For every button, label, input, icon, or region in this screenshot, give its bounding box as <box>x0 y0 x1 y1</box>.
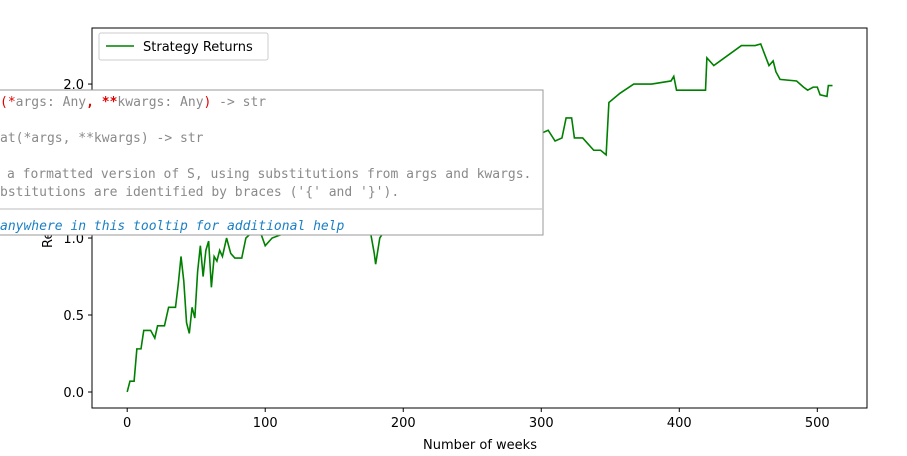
signature-part: ) <box>204 95 212 110</box>
signature-part: , ** <box>86 95 117 110</box>
y-tick-label: 1.0 <box>63 232 84 247</box>
x-tick-label: 100 <box>253 416 278 431</box>
y-tick-label: 0.5 <box>63 309 84 324</box>
data-line <box>126 43 833 393</box>
x-tick-label: 0 <box>123 416 131 431</box>
chart: Number of weeks Re 0 100 200 300 400 500 0.0 0.… <box>41 27 868 453</box>
help-link[interactable]: anywhere in this tooltip for additional … <box>0 219 345 234</box>
signature: (*args: Any, **kwargs: Any) -> str <box>0 95 266 110</box>
x-tick-label: 200 <box>391 416 416 431</box>
signature-part: -> str <box>211 95 266 110</box>
tooltip-line: at(*args, **kwargs) -> str <box>0 131 204 146</box>
signature-part: kwargs: Any <box>117 95 203 110</box>
y-tick-label: 0.0 <box>63 386 84 401</box>
x-tick-label: 300 <box>529 416 554 431</box>
tooltip-box <box>0 89 544 236</box>
y-tick-label: 2.0 <box>63 78 84 93</box>
signature-part: args: Any <box>16 95 87 110</box>
tooltip-line: a formatted version of S, using substitu… <box>7 167 531 182</box>
legend-box <box>98 32 269 61</box>
signature-part: (* <box>0 95 16 110</box>
x-tick-label: 500 <box>805 416 830 431</box>
tooltip[interactable]: (*args: Any, **kwargs: Any) -> str at(*a… <box>0 89 544 236</box>
legend-label: Strategy Returns <box>143 40 253 55</box>
x-axis-label: Number of weeks <box>423 438 537 453</box>
tooltip-line: bstitutions are identified by braces ('{… <box>0 185 399 200</box>
x-tick-label: 400 <box>667 416 692 431</box>
y-axis-label: Re <box>41 232 56 248</box>
